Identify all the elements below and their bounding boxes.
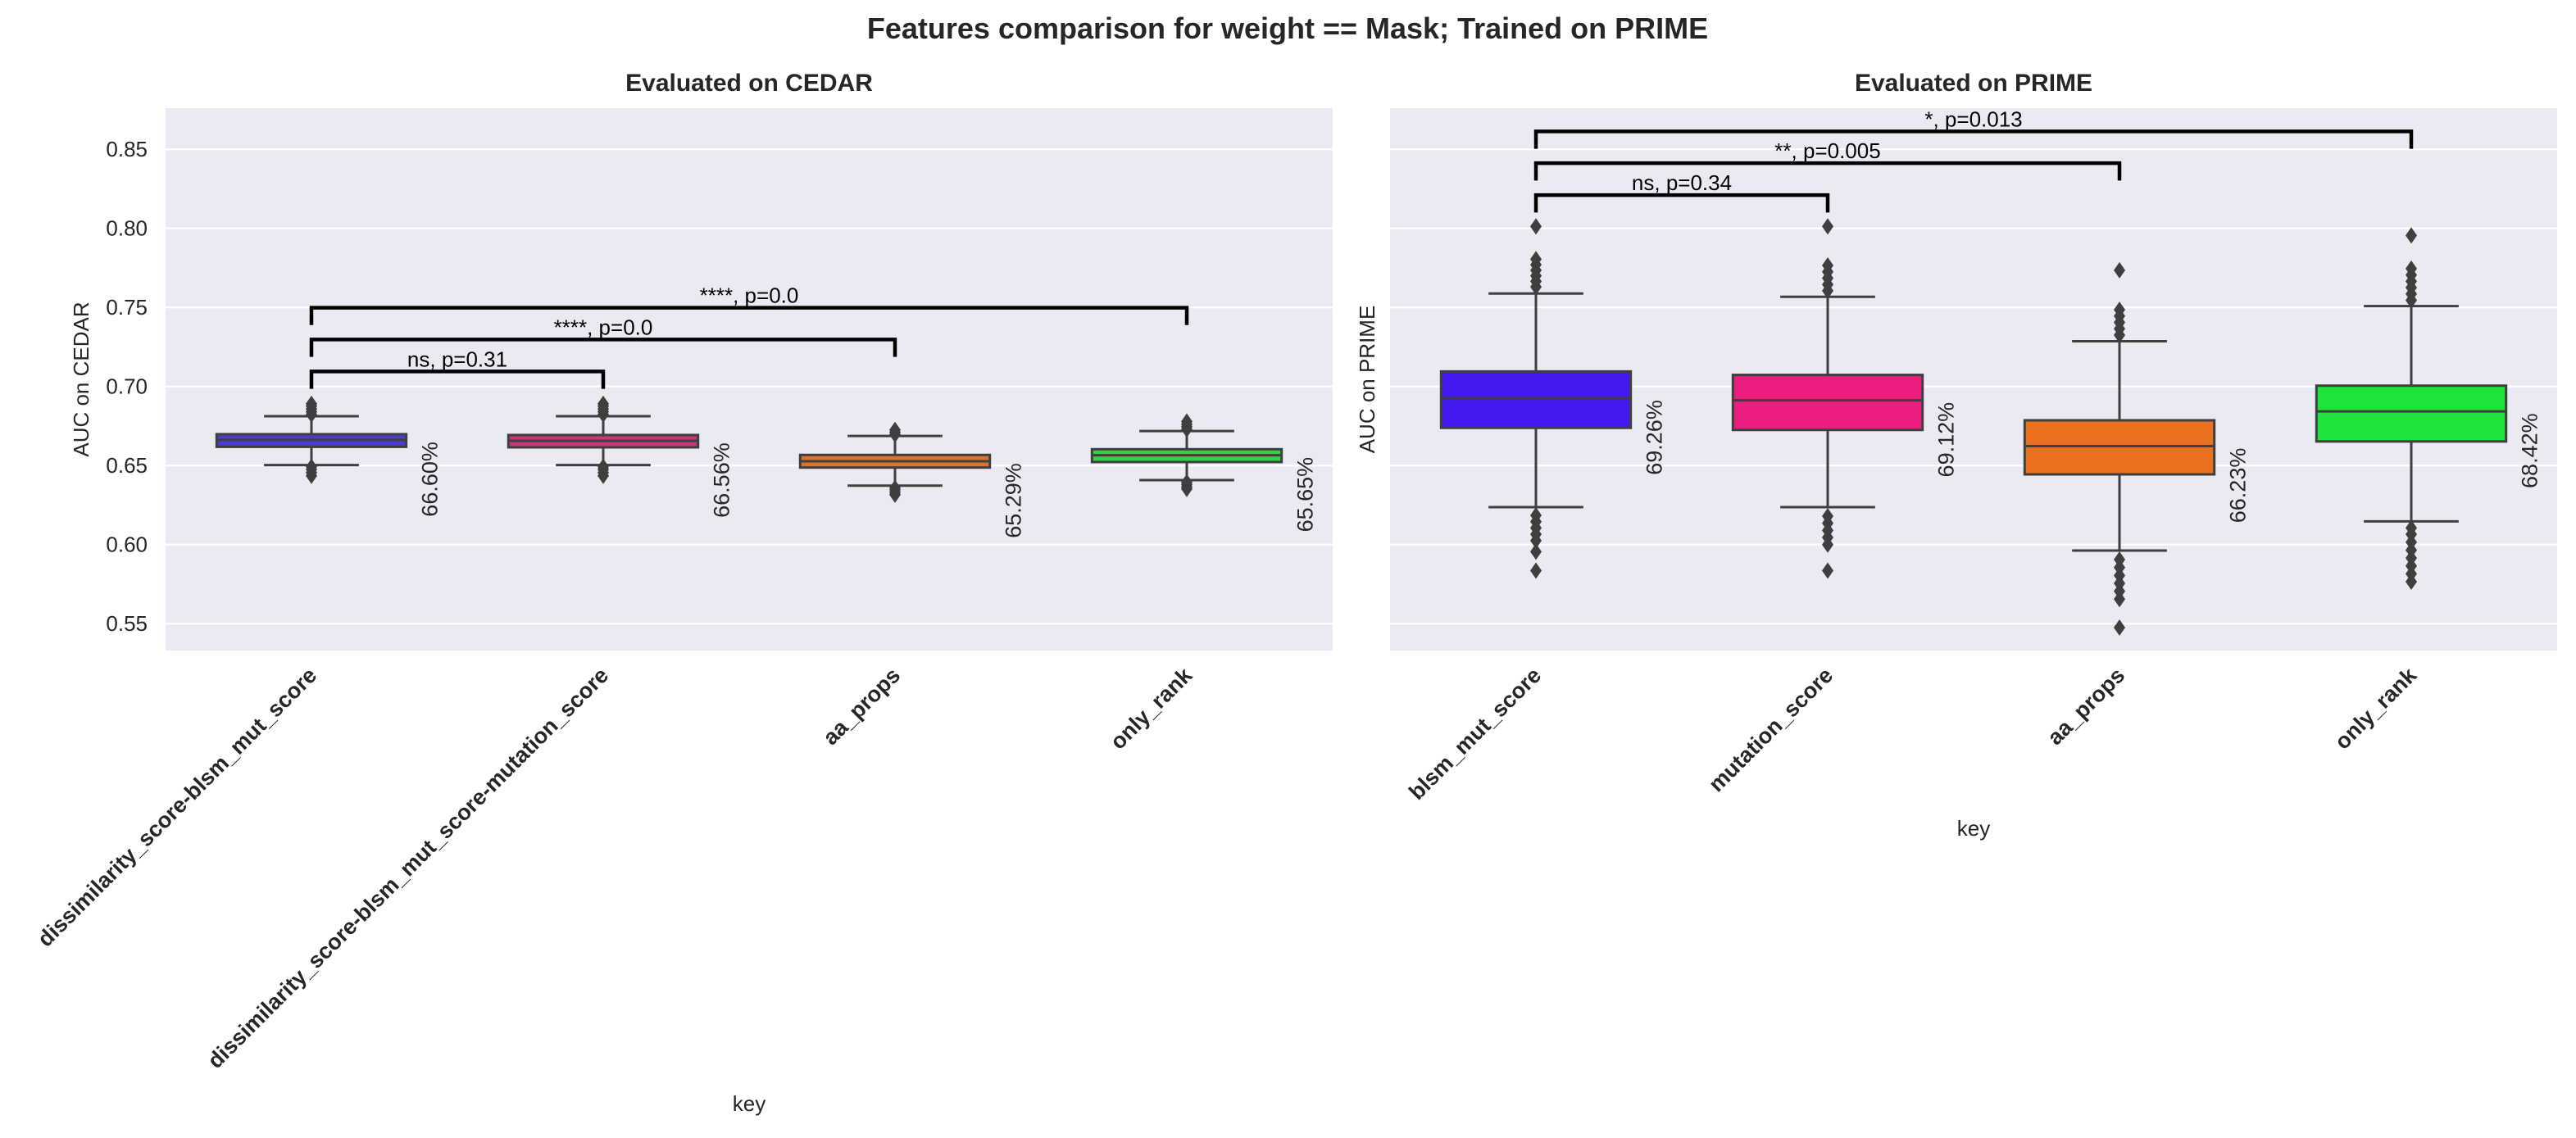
box-iqr [2315,384,2508,443]
plot-area [166,108,1333,651]
outlier-point [1530,543,1542,560]
outlier-point [1181,413,1193,430]
outlier-point [2114,261,2125,279]
x-tick-label: aa_props [2042,663,2129,750]
outlier-point [2406,519,2417,537]
y-tick-label: 0.80 [106,216,148,241]
outlier-point [2114,551,2125,569]
y-tick-label: 0.75 [106,295,148,320]
y-axis-label: AUC on PRIME [1355,306,1379,454]
box-iqr [2023,419,2216,476]
y-tick-label: 0.70 [106,374,148,399]
significance-label: ns, p=0.34 [1632,170,1732,195]
figure-title: Features comparison for weight == Mask; … [867,11,1708,45]
outlier-point [1822,218,1833,235]
outlier-point [889,479,901,496]
x-tick-label: only_rank [2330,662,2422,754]
x-axis-label: key [1957,816,1990,841]
x-tick-label: aa_props [818,663,905,750]
outlier-point [1822,562,1833,579]
significance-label: **, p=0.005 [1774,138,1880,163]
value-label: 66.56% [710,442,734,518]
significance-bracket [309,306,1189,325]
outlier-point [597,395,609,412]
x-tick-label: blsm_mut_score [1404,663,1546,805]
significance-bracket [309,370,606,389]
outlier-point [2114,302,2125,319]
outlier-point [1181,474,1193,491]
outlier-point [306,395,317,412]
significance-bracket [1533,129,2414,149]
outlier-point [1822,257,1833,274]
value-label: 68.42% [2518,413,2542,488]
x-tick-label: mutation_score [1704,663,1838,796]
x-tick-label: dissimilarity_score-blsm_mut_score [33,663,321,951]
y-tick-label: 0.60 [106,533,148,557]
significance-label: ****, p=0.0 [554,315,653,339]
value-label: 69.26% [1642,400,1667,475]
significance-label: ns, p=0.31 [407,347,507,371]
outlier-point [1530,562,1542,579]
outlier-point [1822,507,1833,524]
y-tick-label: 0.85 [106,137,148,161]
y-tick-label: 0.55 [106,611,148,636]
significance-bracket [1533,193,1830,213]
panel-title: Evaluated on CEDAR [625,70,873,97]
significance-bracket [1533,161,2122,181]
value-label: 69.12% [1934,402,1959,478]
panel-title: Evaluated on PRIME [1855,70,2092,97]
outlier-point [2114,619,2125,637]
significance-label: ****, p=0.0 [700,283,799,308]
y-axis-label: AUC on CEDAR [69,302,93,456]
box-iqr [1439,370,1633,429]
x-tick-label: only_rank [1106,662,1197,754]
outlier-point [1530,251,1542,268]
x-axis-label: key [733,1091,766,1116]
value-label: 66.23% [2226,448,2251,524]
outlier-point [889,421,901,438]
significance-label: *, p=0.013 [1924,107,2022,131]
outlier-point [2406,227,2417,244]
outlier-point [1530,506,1542,524]
outlier-point [2406,260,2417,277]
value-label: 66.60% [418,442,443,517]
significance-bracket [309,338,897,357]
value-label: 65.65% [1293,457,1318,533]
outlier-point [597,458,609,475]
value-label: 65.29% [1002,463,1026,538]
box-iqr [1731,374,1924,432]
y-tick-label: 0.65 [106,453,148,478]
outlier-point [1530,218,1542,235]
outlier-point [306,458,317,475]
